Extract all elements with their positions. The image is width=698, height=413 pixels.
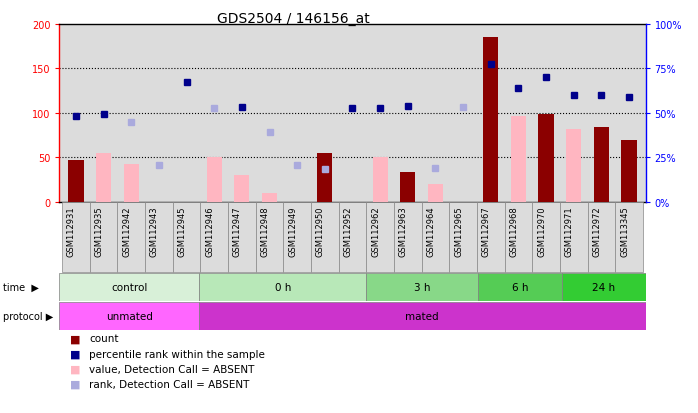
Text: GSM112968: GSM112968	[510, 206, 519, 256]
Bar	[594, 128, 609, 202]
Text: GSM112931: GSM112931	[67, 206, 76, 256]
Text: count: count	[89, 334, 119, 344]
FancyBboxPatch shape	[533, 202, 560, 273]
Text: protocol ▶: protocol ▶	[3, 311, 54, 321]
FancyBboxPatch shape	[505, 202, 533, 273]
FancyBboxPatch shape	[588, 202, 615, 273]
Text: GSM112945: GSM112945	[177, 206, 186, 256]
Text: GSM112971: GSM112971	[565, 206, 574, 256]
Text: 0 h: 0 h	[274, 282, 291, 292]
Bar	[124, 164, 139, 202]
Bar	[483, 38, 498, 202]
Text: 6 h: 6 h	[512, 282, 528, 292]
Bar	[207, 158, 222, 202]
Text: GSM112970: GSM112970	[537, 206, 546, 256]
Text: unmated: unmated	[105, 311, 153, 321]
Bar	[538, 114, 554, 202]
Text: GSM112967: GSM112967	[482, 206, 491, 256]
Text: mated: mated	[406, 311, 439, 321]
Bar	[235, 176, 249, 202]
FancyBboxPatch shape	[90, 202, 117, 273]
FancyBboxPatch shape	[366, 202, 394, 273]
Text: 3 h: 3 h	[414, 282, 431, 292]
Text: GSM113345: GSM113345	[620, 206, 629, 256]
FancyBboxPatch shape	[339, 202, 366, 273]
Text: GSM112942: GSM112942	[122, 206, 131, 256]
FancyBboxPatch shape	[560, 202, 588, 273]
Text: GSM112949: GSM112949	[288, 206, 297, 256]
Text: GSM112964: GSM112964	[426, 206, 436, 256]
FancyBboxPatch shape	[422, 202, 450, 273]
Bar	[262, 193, 277, 202]
Bar	[511, 116, 526, 202]
Text: GSM112935: GSM112935	[95, 206, 103, 256]
Text: ■: ■	[70, 334, 80, 344]
FancyBboxPatch shape	[562, 273, 646, 301]
FancyBboxPatch shape	[366, 273, 478, 301]
Text: time  ▶: time ▶	[3, 282, 39, 292]
FancyBboxPatch shape	[199, 302, 646, 330]
FancyBboxPatch shape	[228, 202, 255, 273]
Bar	[317, 154, 332, 202]
Text: control: control	[111, 282, 147, 292]
Text: GSM112943: GSM112943	[150, 206, 159, 256]
Text: value, Detection Call = ABSENT: value, Detection Call = ABSENT	[89, 364, 255, 374]
FancyBboxPatch shape	[283, 202, 311, 273]
Text: rank, Detection Call = ABSENT: rank, Detection Call = ABSENT	[89, 379, 250, 389]
Text: GSM112963: GSM112963	[399, 206, 408, 256]
FancyBboxPatch shape	[450, 202, 477, 273]
Text: GSM112946: GSM112946	[205, 206, 214, 256]
FancyBboxPatch shape	[59, 302, 199, 330]
Bar	[373, 158, 388, 202]
FancyBboxPatch shape	[172, 202, 200, 273]
Bar	[96, 154, 111, 202]
FancyBboxPatch shape	[62, 202, 90, 273]
Text: GSM112962: GSM112962	[371, 206, 380, 256]
FancyBboxPatch shape	[478, 273, 562, 301]
Text: 24 h: 24 h	[592, 282, 616, 292]
Bar	[428, 185, 443, 202]
Text: GSM112972: GSM112972	[593, 206, 602, 256]
FancyBboxPatch shape	[477, 202, 505, 273]
Text: GSM112947: GSM112947	[233, 206, 242, 256]
Text: ■: ■	[70, 364, 80, 374]
FancyBboxPatch shape	[394, 202, 422, 273]
FancyBboxPatch shape	[117, 202, 145, 273]
FancyBboxPatch shape	[311, 202, 339, 273]
Text: percentile rank within the sample: percentile rank within the sample	[89, 349, 265, 358]
Bar	[68, 161, 84, 202]
FancyBboxPatch shape	[255, 202, 283, 273]
FancyBboxPatch shape	[145, 202, 172, 273]
FancyBboxPatch shape	[59, 273, 199, 301]
Text: GSM112948: GSM112948	[260, 206, 269, 256]
Text: GDS2504 / 146156_at: GDS2504 / 146156_at	[217, 12, 369, 26]
Bar	[400, 173, 415, 202]
Bar	[566, 130, 581, 202]
FancyBboxPatch shape	[199, 273, 366, 301]
FancyBboxPatch shape	[615, 202, 643, 273]
Text: GSM112965: GSM112965	[454, 206, 463, 256]
Text: ■: ■	[70, 379, 80, 389]
FancyBboxPatch shape	[200, 202, 228, 273]
Bar	[621, 141, 637, 202]
Text: GSM112952: GSM112952	[343, 206, 352, 256]
Text: ■: ■	[70, 349, 80, 358]
Text: GSM112950: GSM112950	[315, 206, 325, 256]
